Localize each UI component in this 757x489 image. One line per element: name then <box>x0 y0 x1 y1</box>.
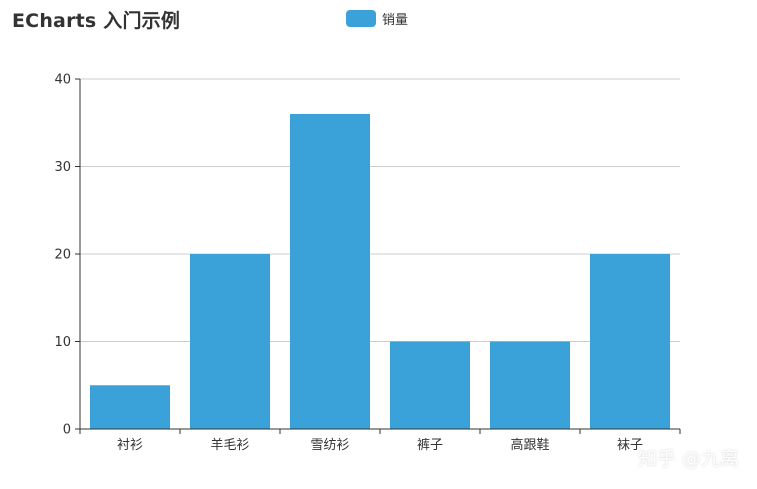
bar-series <box>90 114 670 429</box>
x-tick-label: 衬衫 <box>117 438 143 453</box>
legend-label: 销量 <box>382 13 409 28</box>
bar[interactable] <box>190 254 270 429</box>
y-tick-label: 0 <box>63 423 71 438</box>
x-tick-label: 裤子 <box>417 438 443 453</box>
y-tick-label: 20 <box>54 248 71 263</box>
y-tick-label: 40 <box>54 73 71 88</box>
x-tick-label: 袜子 <box>617 438 643 453</box>
bar[interactable] <box>390 341 470 430</box>
y-tick-label: 30 <box>54 160 71 175</box>
chart-title: ECharts 入门示例 <box>12 10 181 32</box>
x-tick-label: 雪纺衫 <box>310 438 349 453</box>
x-tick-label: 羊毛衫 <box>210 437 249 453</box>
y-tick-label: 10 <box>54 335 71 350</box>
x-tick-label: 高跟鞋 <box>510 437 549 453</box>
bar[interactable] <box>590 254 670 429</box>
tick-labels: 0 10 20 30 40 衬衫 羊毛衫 雪纺衫 裤子 高跟鞋 袜子 <box>54 73 643 454</box>
axes <box>75 78 681 434</box>
bar[interactable] <box>90 385 170 429</box>
bar[interactable] <box>290 114 370 429</box>
gridlines <box>80 78 680 342</box>
watermark: 知乎 @九离 <box>637 448 739 470</box>
bar[interactable] <box>490 341 570 430</box>
legend[interactable]: 销量 <box>346 9 408 28</box>
legend-swatch <box>346 10 376 27</box>
